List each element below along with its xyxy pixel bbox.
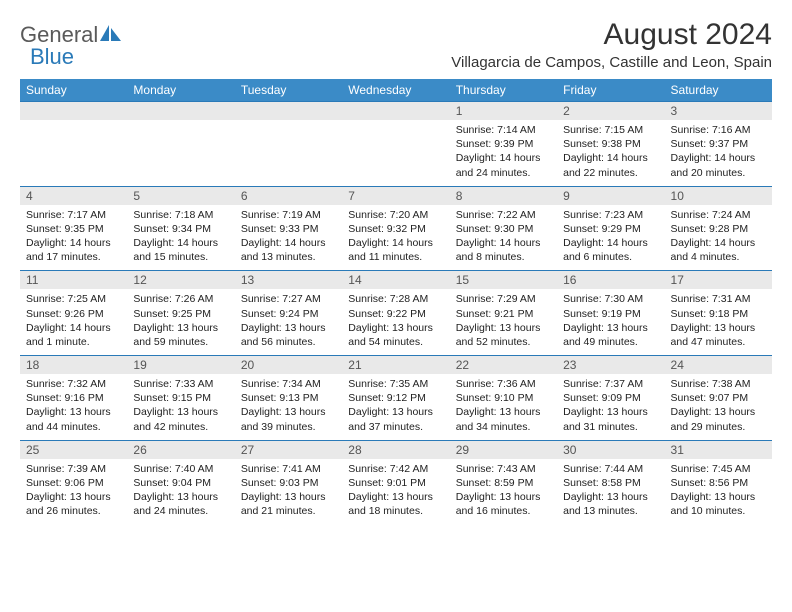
weekday-header: Sunday <box>20 79 127 102</box>
day-number-cell: 12 <box>127 271 234 290</box>
day-number-cell: 18 <box>20 356 127 375</box>
day-number-cell: 15 <box>450 271 557 290</box>
day-content-cell: Sunrise: 7:40 AMSunset: 9:04 PMDaylight:… <box>127 459 234 525</box>
day-number-cell: 1 <box>450 102 557 121</box>
day-number-cell: 28 <box>342 440 449 459</box>
day-content-cell <box>127 120 234 186</box>
day-content-row: Sunrise: 7:32 AMSunset: 9:16 PMDaylight:… <box>20 374 772 440</box>
day-number-cell: 19 <box>127 356 234 375</box>
day-content-cell <box>235 120 342 186</box>
day-number-cell: 23 <box>557 356 664 375</box>
day-content-cell: Sunrise: 7:44 AMSunset: 8:58 PMDaylight:… <box>557 459 664 525</box>
day-number-cell: 5 <box>127 186 234 205</box>
day-number-cell: 16 <box>557 271 664 290</box>
day-number-cell: 7 <box>342 186 449 205</box>
day-number-cell <box>342 102 449 121</box>
day-content-cell: Sunrise: 7:41 AMSunset: 9:03 PMDaylight:… <box>235 459 342 525</box>
day-content-cell <box>20 120 127 186</box>
day-number-cell: 25 <box>20 440 127 459</box>
weekday-header: Wednesday <box>342 79 449 102</box>
day-content-cell: Sunrise: 7:33 AMSunset: 9:15 PMDaylight:… <box>127 374 234 440</box>
day-number-cell: 26 <box>127 440 234 459</box>
day-number-cell: 30 <box>557 440 664 459</box>
location-subtitle: Villagarcia de Campos, Castille and Leon… <box>451 54 772 71</box>
calendar-body: 123Sunrise: 7:14 AMSunset: 9:39 PMDaylig… <box>20 102 772 525</box>
day-content-cell: Sunrise: 7:20 AMSunset: 9:32 PMDaylight:… <box>342 205 449 271</box>
day-number-cell: 4 <box>20 186 127 205</box>
day-content-cell <box>342 120 449 186</box>
weekday-header: Saturday <box>665 79 772 102</box>
day-content-cell: Sunrise: 7:19 AMSunset: 9:33 PMDaylight:… <box>235 205 342 271</box>
day-content-cell: Sunrise: 7:30 AMSunset: 9:19 PMDaylight:… <box>557 289 664 355</box>
day-number-row: 123 <box>20 102 772 121</box>
day-content-cell: Sunrise: 7:14 AMSunset: 9:39 PMDaylight:… <box>450 120 557 186</box>
day-content-cell: Sunrise: 7:34 AMSunset: 9:13 PMDaylight:… <box>235 374 342 440</box>
day-content-cell: Sunrise: 7:43 AMSunset: 8:59 PMDaylight:… <box>450 459 557 525</box>
day-number-cell: 17 <box>665 271 772 290</box>
day-number-cell: 9 <box>557 186 664 205</box>
day-number-cell: 8 <box>450 186 557 205</box>
day-number-cell: 14 <box>342 271 449 290</box>
day-number-cell: 10 <box>665 186 772 205</box>
month-title: August 2024 <box>451 18 772 52</box>
day-content-cell: Sunrise: 7:38 AMSunset: 9:07 PMDaylight:… <box>665 374 772 440</box>
day-content-cell: Sunrise: 7:37 AMSunset: 9:09 PMDaylight:… <box>557 374 664 440</box>
logo-blue-text: Blue <box>30 44 74 70</box>
day-content-cell: Sunrise: 7:17 AMSunset: 9:35 PMDaylight:… <box>20 205 127 271</box>
title-block: August 2024 Villagarcia de Campos, Casti… <box>451 18 772 71</box>
day-content-cell: Sunrise: 7:25 AMSunset: 9:26 PMDaylight:… <box>20 289 127 355</box>
day-number-row: 45678910 <box>20 186 772 205</box>
day-number-cell: 6 <box>235 186 342 205</box>
day-number-cell <box>235 102 342 121</box>
day-content-cell: Sunrise: 7:16 AMSunset: 9:37 PMDaylight:… <box>665 120 772 186</box>
day-content-row: Sunrise: 7:17 AMSunset: 9:35 PMDaylight:… <box>20 205 772 271</box>
calendar-table: Sunday Monday Tuesday Wednesday Thursday… <box>20 79 772 525</box>
day-content-cell: Sunrise: 7:28 AMSunset: 9:22 PMDaylight:… <box>342 289 449 355</box>
day-number-cell: 31 <box>665 440 772 459</box>
day-content-cell: Sunrise: 7:24 AMSunset: 9:28 PMDaylight:… <box>665 205 772 271</box>
day-content-cell: Sunrise: 7:42 AMSunset: 9:01 PMDaylight:… <box>342 459 449 525</box>
day-content-cell: Sunrise: 7:29 AMSunset: 9:21 PMDaylight:… <box>450 289 557 355</box>
day-number-cell: 21 <box>342 356 449 375</box>
day-content-cell: Sunrise: 7:45 AMSunset: 8:56 PMDaylight:… <box>665 459 772 525</box>
day-number-cell: 13 <box>235 271 342 290</box>
day-number-cell <box>20 102 127 121</box>
weekday-header: Monday <box>127 79 234 102</box>
day-number-cell: 29 <box>450 440 557 459</box>
day-number-cell: 24 <box>665 356 772 375</box>
logo-sail-icon <box>100 23 122 48</box>
weekday-header: Thursday <box>450 79 557 102</box>
weekday-header-row: Sunday Monday Tuesday Wednesday Thursday… <box>20 79 772 102</box>
day-number-cell <box>127 102 234 121</box>
day-content-row: Sunrise: 7:25 AMSunset: 9:26 PMDaylight:… <box>20 289 772 355</box>
day-content-cell: Sunrise: 7:35 AMSunset: 9:12 PMDaylight:… <box>342 374 449 440</box>
day-content-cell: Sunrise: 7:27 AMSunset: 9:24 PMDaylight:… <box>235 289 342 355</box>
day-number-row: 11121314151617 <box>20 271 772 290</box>
day-content-cell: Sunrise: 7:32 AMSunset: 9:16 PMDaylight:… <box>20 374 127 440</box>
day-number-cell: 11 <box>20 271 127 290</box>
day-content-cell: Sunrise: 7:23 AMSunset: 9:29 PMDaylight:… <box>557 205 664 271</box>
day-content-cell: Sunrise: 7:39 AMSunset: 9:06 PMDaylight:… <box>20 459 127 525</box>
weekday-header: Friday <box>557 79 664 102</box>
day-number-cell: 22 <box>450 356 557 375</box>
day-content-cell: Sunrise: 7:26 AMSunset: 9:25 PMDaylight:… <box>127 289 234 355</box>
day-number-cell: 2 <box>557 102 664 121</box>
day-number-row: 18192021222324 <box>20 356 772 375</box>
day-number-cell: 27 <box>235 440 342 459</box>
day-content-cell: Sunrise: 7:18 AMSunset: 9:34 PMDaylight:… <box>127 205 234 271</box>
day-number-cell: 20 <box>235 356 342 375</box>
day-number-cell: 3 <box>665 102 772 121</box>
day-content-row: Sunrise: 7:14 AMSunset: 9:39 PMDaylight:… <box>20 120 772 186</box>
day-content-cell: Sunrise: 7:31 AMSunset: 9:18 PMDaylight:… <box>665 289 772 355</box>
day-number-row: 25262728293031 <box>20 440 772 459</box>
header: General August 2024 Villagarcia de Campo… <box>20 18 772 71</box>
weekday-header: Tuesday <box>235 79 342 102</box>
day-content-cell: Sunrise: 7:22 AMSunset: 9:30 PMDaylight:… <box>450 205 557 271</box>
day-content-cell: Sunrise: 7:36 AMSunset: 9:10 PMDaylight:… <box>450 374 557 440</box>
day-content-row: Sunrise: 7:39 AMSunset: 9:06 PMDaylight:… <box>20 459 772 525</box>
day-content-cell: Sunrise: 7:15 AMSunset: 9:38 PMDaylight:… <box>557 120 664 186</box>
